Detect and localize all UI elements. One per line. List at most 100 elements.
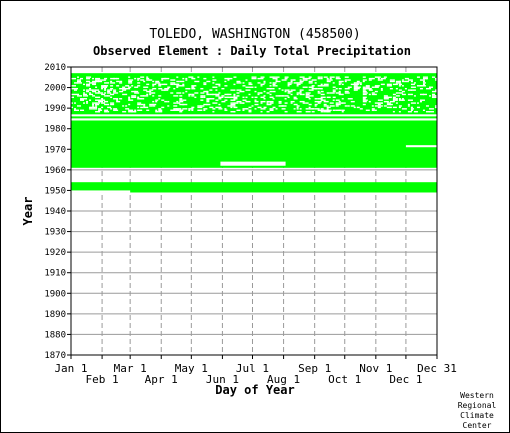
data-missing-day [356, 86, 361, 88]
data-missing-day [260, 111, 263, 113]
data-missing-day [314, 108, 320, 110]
data-missing-day [317, 100, 322, 103]
data-missing-day [401, 80, 405, 83]
data-missing-day [230, 106, 233, 109]
data-missing-day [194, 92, 199, 94]
data-missing-day [80, 98, 84, 100]
data-missing-day [368, 79, 372, 81]
data-missing-day [143, 95, 149, 97]
data-missing-day [335, 105, 339, 107]
data-missing-day [272, 82, 277, 84]
data-missing-day [404, 80, 409, 83]
data-missing-day [80, 109, 85, 111]
data-missing-day [182, 77, 185, 80]
data-missing-day [200, 99, 204, 101]
data-missing-day [305, 108, 309, 110]
data-missing-day [89, 106, 93, 109]
data-missing-day [338, 83, 341, 86]
data-missing-day [308, 80, 313, 83]
data-missing-day [320, 111, 324, 113]
data-missing-day [416, 85, 422, 87]
data-missing-day [206, 100, 210, 103]
data-missing-day [251, 77, 257, 80]
data-missing-day [179, 109, 184, 111]
data-missing-day [173, 102, 177, 104]
data-missing-day [314, 82, 317, 84]
data-missing-day [260, 108, 266, 110]
data-missing-day [137, 109, 143, 111]
data-missing-day [86, 77, 91, 80]
data-missing-day [215, 99, 219, 101]
data-missing-day [203, 108, 208, 110]
data-missing-day [356, 82, 362, 84]
data-missing-day [269, 90, 273, 93]
data-missing-day [338, 92, 341, 94]
data-missing-day [281, 89, 284, 91]
data-missing-day [170, 109, 176, 111]
data-missing-day [422, 82, 426, 84]
data-missing-day [230, 102, 236, 104]
data-missing-day [380, 87, 383, 90]
data-missing-day [77, 82, 83, 84]
data-missing-day [332, 90, 336, 93]
data-missing-day [83, 92, 86, 94]
y-tick-label: 2000 [44, 84, 66, 94]
data-missing-day [128, 111, 134, 113]
data-missing-day [269, 93, 272, 96]
data-missing-day [308, 76, 312, 78]
data-missing-day [377, 77, 380, 80]
data-missing-day [134, 111, 137, 113]
data-missing-day [269, 108, 274, 110]
data-missing-day [200, 96, 204, 99]
data-missing-day [137, 96, 140, 99]
data-missing-day [320, 109, 325, 111]
data-missing-day [413, 82, 416, 84]
data-missing-day [425, 111, 430, 113]
data-missing-day [263, 82, 266, 84]
data-missing-day [152, 87, 157, 90]
data-missing-day [305, 95, 309, 97]
data-missing-day [233, 111, 236, 113]
data-missing-day [74, 108, 77, 110]
data-missing-day [191, 108, 194, 110]
credit: Western Regional Climate Center [458, 391, 497, 430]
data-missing-day [299, 76, 305, 78]
data-missing-day [131, 111, 137, 113]
data-gap [405, 145, 437, 148]
data-missing-day [326, 80, 331, 83]
data-missing-day [254, 96, 258, 99]
data-missing-day [410, 80, 413, 83]
data-missing-day [272, 76, 276, 78]
data-missing-day [230, 111, 236, 113]
data-missing-day [137, 85, 141, 87]
data-missing-day [104, 111, 108, 113]
data-missing-day [398, 106, 401, 109]
data-missing-day [404, 87, 407, 90]
data-missing-day [386, 83, 392, 86]
data-missing-day [269, 102, 274, 104]
data-missing-day [407, 79, 413, 81]
data-missing-day [155, 82, 161, 84]
data-missing-day [182, 85, 185, 87]
data-missing-day [365, 109, 370, 111]
data-missing-day [161, 99, 165, 101]
data-missing-day [248, 82, 252, 84]
data-missing-day [110, 87, 114, 90]
data-missing-day [401, 98, 404, 100]
data-missing-day [242, 108, 248, 110]
data-missing-day [158, 95, 162, 97]
data-missing-day [71, 93, 74, 96]
data-missing-day [230, 103, 236, 106]
data-missing-day [92, 103, 95, 106]
data-missing-day [413, 111, 418, 113]
data-missing-day [134, 77, 137, 80]
data-missing-day [179, 95, 183, 97]
data-missing-day [89, 93, 94, 96]
data-missing-day [149, 92, 154, 94]
data-missing-day [95, 106, 98, 109]
data-missing-day [308, 82, 313, 84]
data-missing-day [410, 102, 416, 104]
data-missing-day [299, 93, 303, 96]
chart-title: TOLEDO, WASHINGTON (458500) [149, 27, 360, 42]
data-missing-day [95, 103, 100, 106]
